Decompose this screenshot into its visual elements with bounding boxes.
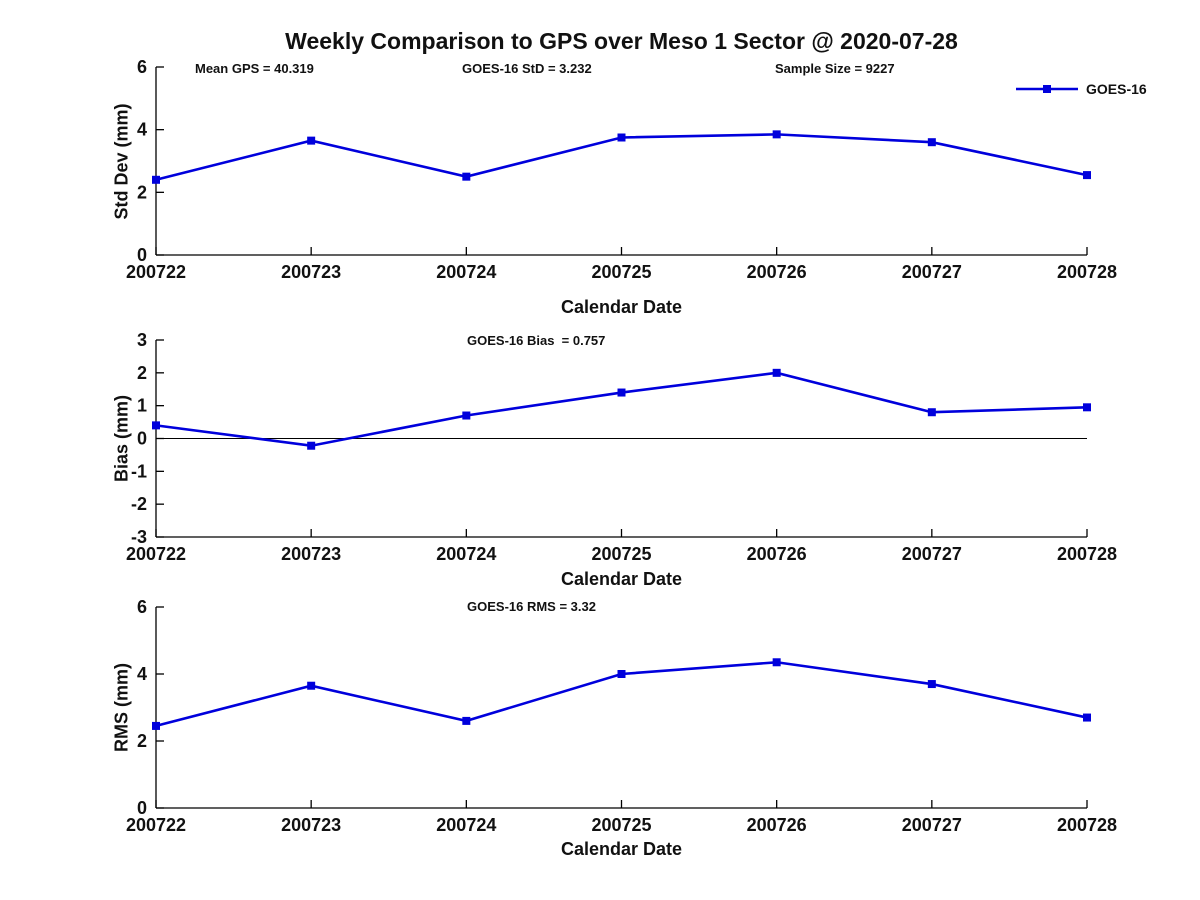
- annotation-goes16-std: GOES-16 StD = 3.232: [462, 61, 592, 76]
- data-point-marker: [152, 175, 160, 184]
- x-tick-label: 200722: [126, 544, 186, 564]
- x-tick-label: 200727: [902, 262, 962, 282]
- data-point-marker: [772, 368, 781, 377]
- data-point-marker: [617, 133, 626, 142]
- x-tick-label: 200726: [747, 544, 807, 564]
- x-tick-label: 200728: [1057, 262, 1117, 282]
- y-tick-label: 2: [137, 731, 147, 751]
- annotation-goes16-rms: GOES-16 RMS = 3.32: [467, 599, 596, 614]
- y-tick-label: 3: [137, 330, 147, 350]
- legend: GOES-16: [1016, 81, 1147, 97]
- data-point-marker: [927, 680, 936, 689]
- x-tick-label: 200728: [1057, 815, 1117, 835]
- x-tick-label: 200726: [747, 815, 807, 835]
- data-point-marker: [1083, 171, 1091, 180]
- y-tick-label: 2: [137, 363, 147, 383]
- y-tick-label: 2: [137, 182, 147, 202]
- annotation-goes16-bias: GOES-16 Bias = 0.757: [467, 333, 606, 348]
- bias-plot: -3 -2 -1 0 1 2 3 200722 200723 200724 200725 200726…: [126, 330, 1117, 564]
- y-tick-label: 0: [137, 429, 147, 449]
- data-point-marker: [462, 716, 471, 725]
- data-point-marker: [307, 681, 316, 690]
- data-point-marker: [1083, 713, 1091, 722]
- x-tick-label: 200724: [436, 815, 496, 835]
- x-tick-label: 200725: [591, 544, 651, 564]
- data-point-marker: [927, 138, 936, 147]
- x-tick-label: 200722: [126, 262, 186, 282]
- x-tick-label: 200723: [281, 815, 341, 835]
- x-tick-label: 200722: [126, 815, 186, 835]
- x-tick-label: 200725: [591, 815, 651, 835]
- legend-line-marker-icon: [1016, 85, 1078, 93]
- data-point-marker: [307, 136, 316, 145]
- data-point-marker: [927, 408, 936, 417]
- data-point-marker: [772, 658, 781, 667]
- data-point-marker: [462, 172, 471, 181]
- data-point-marker: [152, 421, 160, 430]
- rms-x-axis-label: Calendar Date: [560, 839, 683, 859]
- data-point-marker: [772, 130, 781, 139]
- annotation-mean-gps: Mean GPS = 40.319: [195, 61, 314, 76]
- y-tick-label: 6: [137, 57, 147, 77]
- data-point-marker: [152, 721, 160, 730]
- y-tick-label: 4: [137, 664, 147, 684]
- data-point-marker: [1083, 403, 1091, 412]
- x-tick-label: 200728: [1057, 544, 1117, 564]
- data-point-marker: [617, 670, 626, 678]
- y-tick-label: -2: [131, 494, 147, 514]
- legend-label: GOES-16: [1086, 81, 1147, 97]
- x-tick-label: 200727: [902, 815, 962, 835]
- x-tick-label: 200725: [591, 262, 651, 282]
- y-tick-label: 0: [137, 798, 147, 818]
- annotation-sample-size: Sample Size = 9227: [775, 61, 895, 76]
- y-tick-label: 1: [137, 396, 147, 416]
- rms-plot: 0 2 4 6 200722 200723 200724 200725 200726 200727…: [126, 597, 1117, 835]
- data-point-marker: [462, 411, 471, 420]
- x-tick-label: 200724: [436, 544, 496, 564]
- y-tick-label: 4: [137, 120, 147, 140]
- y-tick-label: 0: [137, 245, 147, 265]
- x-tick-label: 200727: [902, 544, 962, 564]
- x-tick-label: 200726: [747, 262, 807, 282]
- bias-x-axis-label: Calendar Date: [560, 569, 683, 589]
- y-tick-label: -3: [131, 527, 147, 547]
- x-tick-label: 200724: [436, 262, 496, 282]
- figure-title: Weekly Comparison to GPS over Meso 1 Sec…: [285, 28, 958, 54]
- x-tick-label: 200723: [281, 262, 341, 282]
- data-point-marker: [617, 388, 626, 397]
- y-tick-label: -1: [131, 461, 147, 481]
- goes16-series-line: [155, 371, 1088, 448]
- x-tick-label: 200723: [281, 544, 341, 564]
- y-tick-label: 6: [137, 597, 147, 617]
- stddev-plot: 0 2 4 6 200722 200723 200724 200725 200726 200727…: [126, 57, 1117, 282]
- stddev-x-axis-label: Calendar Date: [560, 297, 683, 317]
- data-point-marker: [307, 441, 316, 450]
